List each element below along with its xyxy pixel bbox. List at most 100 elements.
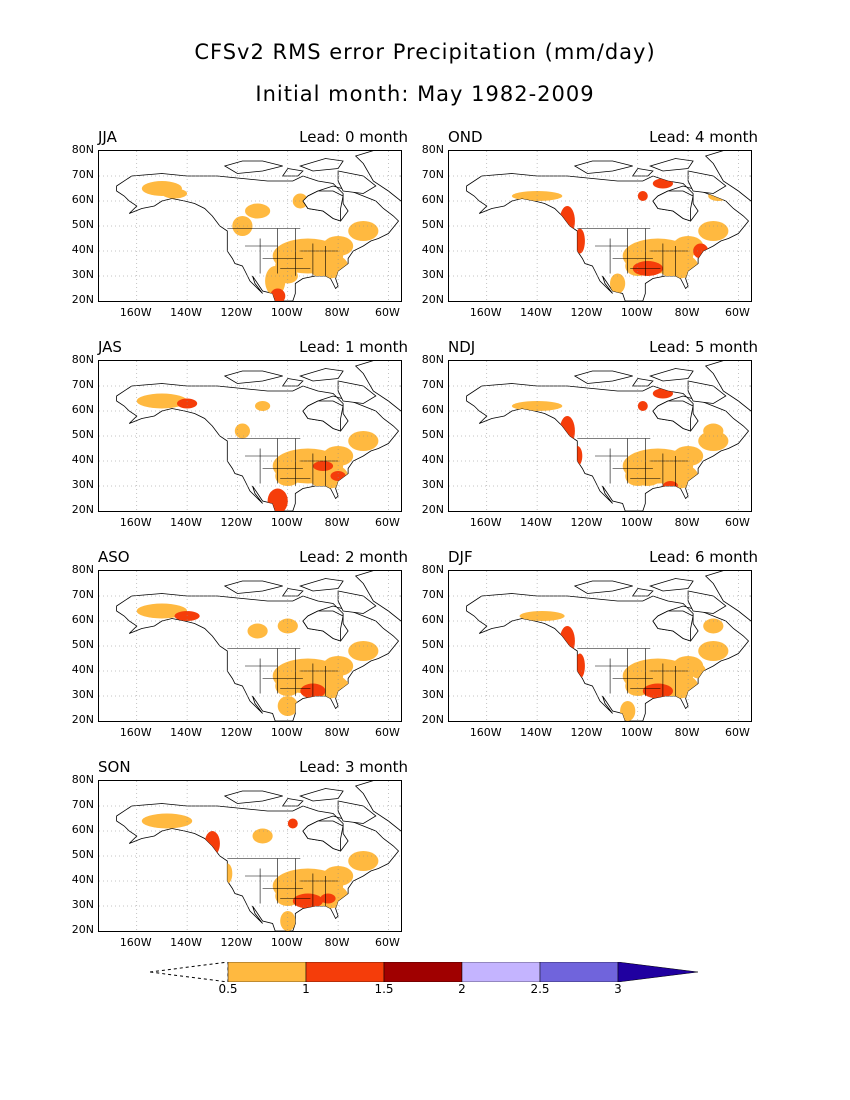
precip-patch [255, 401, 271, 411]
precip-patch [348, 221, 379, 241]
lat-tick-label: 20N [421, 713, 444, 726]
arctic-island [649, 578, 694, 592]
greenland-shape [704, 151, 751, 202]
precip-patch [652, 178, 673, 189]
lat-tick-label: 80N [71, 563, 94, 576]
lon-tick-label: 140W [520, 516, 553, 529]
lat-tick-label: 20N [71, 713, 94, 726]
lat-tick-label: 40N [71, 663, 94, 676]
greenland-shape [354, 571, 401, 622]
panel-lead-label: Lead: 3 month [299, 758, 408, 776]
arctic-island [649, 158, 694, 172]
precip-patch [320, 893, 336, 904]
greenland-shape [704, 571, 751, 622]
lat-tick-label: 80N [421, 563, 444, 576]
colorbar-box-1 [227, 961, 307, 983]
lat-tick-label: 30N [71, 478, 94, 491]
lat-tick-label: 20N [71, 923, 94, 936]
precip-patch [222, 863, 233, 884]
greenland-shape [354, 151, 401, 202]
precip-patch [292, 193, 308, 209]
precip-patch [330, 471, 346, 481]
hudson-bay [652, 400, 694, 432]
colorbar-tick-4: 2.5 [530, 982, 550, 996]
precip-patch [574, 653, 585, 679]
lon-tick-label: 100W [270, 726, 303, 739]
lat-tick-label: 50N [71, 638, 94, 651]
panel-lead-label: Lead: 2 month [299, 548, 408, 566]
lon-tick-label: 80W [674, 726, 700, 739]
precip-patch [620, 701, 636, 721]
map-panel: OND Lead: 4 month 80N 70N 60N 50N 40N 30N 20N 160… [422, 128, 758, 320]
panel-season-label: NDJ [448, 338, 476, 356]
lat-tick-label: 70N [71, 378, 94, 391]
lon-tick-label: 140W [170, 936, 203, 949]
precip-patch [610, 273, 626, 294]
arctic-island [299, 788, 344, 802]
lon-tick-label: 100W [620, 726, 653, 739]
lat-tick-label: 60N [71, 193, 94, 206]
lon-tick-label: 100W [620, 306, 653, 319]
precip-patch [698, 221, 729, 241]
arctic-island [223, 160, 283, 174]
lat-tick-label: 60N [421, 613, 444, 626]
precip-patch [657, 253, 699, 279]
panel-season-label: JJA [98, 128, 117, 146]
precip-patch [559, 626, 575, 656]
panel-title-row: JJA Lead: 0 month [98, 128, 408, 148]
precip-patch [703, 423, 724, 439]
lon-tick-label: 160W [469, 306, 502, 319]
lon-tick-label: 60W [724, 726, 750, 739]
panel-lead-label: Lead: 6 month [649, 548, 758, 566]
lon-tick-label: 120W [220, 936, 253, 949]
figure-title-line1: CFSv2 RMS error Precipitation (mm/day) [194, 40, 656, 64]
precip-patch [693, 243, 709, 259]
lon-tick-label: 80W [324, 936, 350, 949]
lat-tick-label: 70N [71, 168, 94, 181]
panel-season-label: DJF [448, 548, 473, 566]
lon-tick-label: 160W [469, 516, 502, 529]
panel-season-label: OND [448, 128, 483, 146]
colorbar-box-4 [461, 961, 541, 983]
precip-patch [275, 466, 301, 486]
hudson-bay [652, 610, 694, 642]
precip-patch [559, 416, 575, 446]
arctic-island [631, 588, 654, 597]
lat-tick-label: 50N [421, 218, 444, 231]
arctic-island [281, 588, 304, 597]
precip-patch [642, 683, 673, 699]
lat-tick-label: 80N [71, 143, 94, 156]
figure-title-line2: Initial month: May 1982-2009 [255, 82, 595, 106]
colorbar-low-end [149, 961, 229, 983]
map-frame [448, 360, 752, 512]
lon-tick-label: 60W [374, 936, 400, 949]
arctic-island [299, 158, 344, 172]
lat-tick-label: 70N [421, 168, 444, 181]
lon-tick-label: 120W [220, 306, 253, 319]
precip-patch [204, 831, 220, 856]
precip-patch [136, 393, 188, 409]
precip-patch [245, 203, 271, 219]
lon-tick-label: 100W [270, 306, 303, 319]
precip-patch [234, 423, 250, 439]
lat-tick-label: 60N [71, 613, 94, 626]
arctic-island [573, 160, 633, 174]
lat-tick-label: 30N [421, 688, 444, 701]
colorbar-svg [149, 961, 699, 983]
precip-patch [275, 676, 301, 696]
lat-tick-label: 40N [421, 243, 444, 256]
precip-patch [312, 461, 334, 471]
precip-patch [652, 388, 673, 399]
lon-tick-label: 80W [324, 516, 350, 529]
lon-tick-label: 140W [520, 306, 553, 319]
hudson-bay [302, 400, 344, 432]
arctic-island [281, 798, 304, 807]
lat-tick-label: 50N [421, 638, 444, 651]
color-legend: 0.5 1 1.5 2 2.5 3 [149, 961, 710, 1002]
precip-patch [637, 191, 648, 201]
lon-tick-label: 120W [220, 516, 253, 529]
lat-tick-label: 80N [71, 773, 94, 786]
lat-tick-label: 20N [71, 503, 94, 516]
hudson-bay [652, 190, 694, 222]
lat-tick-label: 60N [71, 823, 94, 836]
